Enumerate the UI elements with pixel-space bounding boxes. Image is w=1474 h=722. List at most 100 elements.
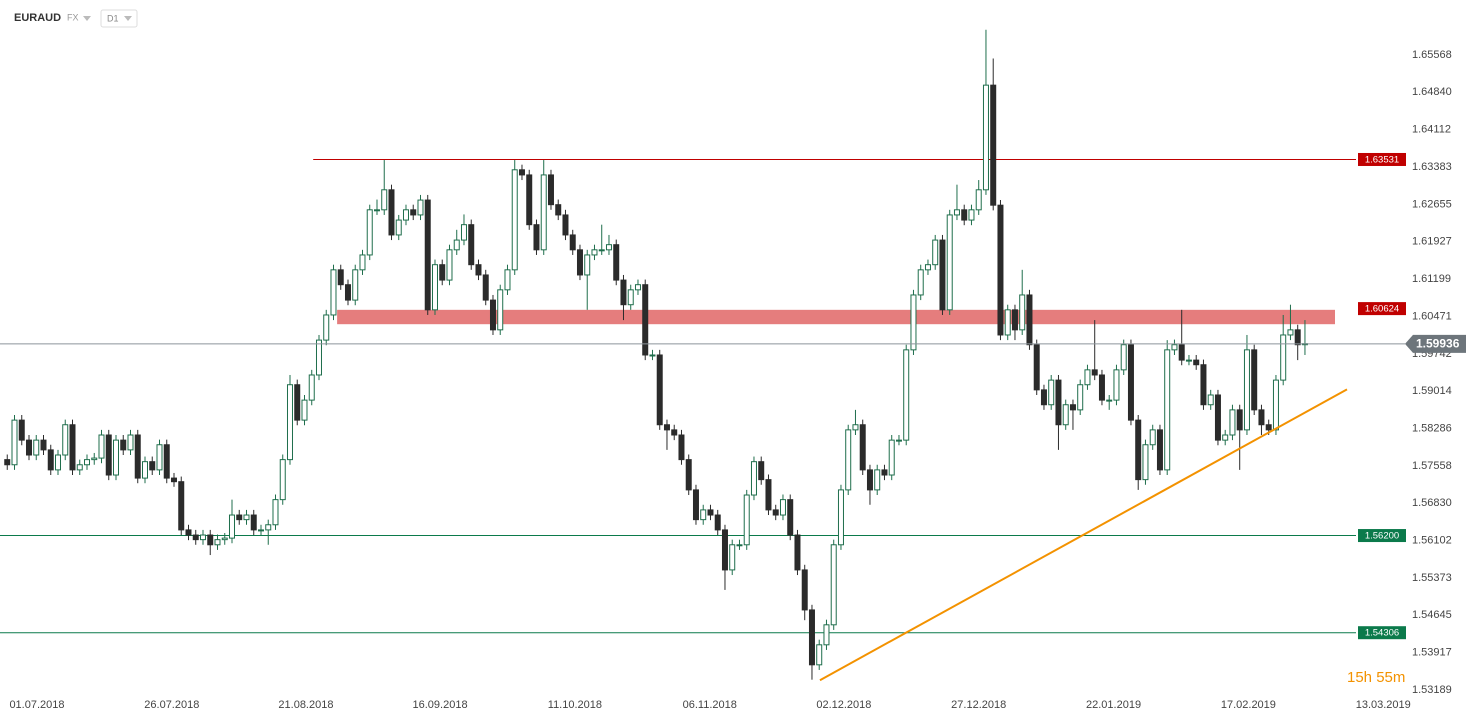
candle-body — [482, 274, 489, 301]
resistance-zone — [337, 309, 1335, 325]
candle-body — [917, 269, 924, 296]
candle-body — [1033, 344, 1040, 391]
candle-body — [707, 509, 714, 516]
y-tick-label: 1.60471 — [1412, 310, 1452, 322]
candle-body — [243, 514, 250, 521]
candle-body — [663, 424, 670, 431]
candle-body — [1062, 404, 1069, 426]
candle-body — [547, 174, 554, 206]
candle-body — [1164, 349, 1171, 471]
candle-body — [895, 439, 902, 442]
candle-body — [257, 529, 264, 532]
candle-body — [729, 544, 736, 571]
candle-body — [424, 199, 431, 311]
candle-body — [888, 439, 895, 476]
candle-body — [366, 209, 373, 256]
candle-body — [185, 529, 192, 536]
candle-body — [402, 209, 409, 221]
candle-body — [228, 514, 235, 539]
candle-body — [598, 249, 605, 252]
level-label: 1.63531 — [1365, 154, 1399, 165]
candle-body — [1055, 379, 1062, 426]
candle-body — [163, 444, 170, 479]
candle-body — [214, 539, 221, 546]
candle-body — [837, 489, 844, 546]
candle-body — [40, 439, 47, 451]
countdown: 15h 55m — [1347, 669, 1405, 686]
candle-body — [1222, 434, 1229, 441]
candle-body — [98, 434, 105, 459]
candle-body — [265, 524, 272, 531]
candle-body — [286, 384, 293, 461]
market-caret[interactable] — [83, 16, 91, 21]
candle-body — [373, 209, 380, 212]
candle-body — [932, 239, 939, 266]
x-tick-label: 01.07.2018 — [9, 699, 64, 711]
candle-body — [54, 454, 61, 471]
x-tick-label: 02.12.2018 — [816, 699, 871, 711]
level-label-box — [1358, 529, 1406, 543]
x-tick-label: 13.03.2019 — [1356, 699, 1411, 711]
candle-body — [845, 429, 852, 491]
candle-body — [990, 84, 997, 206]
candle-body — [1193, 359, 1200, 366]
candle-body — [207, 534, 214, 546]
candle-body — [446, 249, 453, 281]
candle-body — [272, 499, 279, 526]
candle-body — [1214, 394, 1221, 441]
candle-body — [569, 234, 576, 251]
candle-body — [1294, 329, 1301, 346]
y-tick-label: 1.56830 — [1412, 497, 1452, 509]
y-tick-label: 1.61199 — [1412, 273, 1451, 285]
y-tick-label: 1.63383 — [1412, 161, 1452, 173]
y-tick-label: 1.64112 — [1412, 124, 1451, 136]
candle-body — [127, 434, 134, 451]
candle-body — [1229, 409, 1236, 436]
candle-body — [758, 461, 765, 481]
candle-body — [613, 244, 620, 281]
candle-body — [540, 174, 547, 251]
timeframe-box[interactable] — [100, 9, 138, 28]
candle-body — [417, 199, 424, 216]
x-tick-label: 22.01.2019 — [1086, 699, 1141, 711]
candle-body — [975, 189, 982, 211]
candle-body — [178, 481, 185, 531]
candle-body — [591, 249, 598, 256]
y-tick-label: 1.54645 — [1412, 609, 1452, 621]
candle-body — [671, 429, 678, 436]
candle-body — [431, 264, 438, 311]
candle-body — [881, 469, 888, 476]
x-tick-label: 17.02.2019 — [1221, 699, 1276, 711]
candle-body — [91, 457, 98, 461]
candle-body — [1156, 429, 1163, 471]
candle-body — [11, 419, 18, 466]
candle-body — [765, 479, 772, 511]
candle-body — [83, 459, 90, 466]
candle-body — [1149, 429, 1156, 446]
candle-body — [1200, 364, 1207, 406]
candle-body — [678, 434, 685, 461]
timeframe[interactable]: D1 — [107, 13, 119, 23]
candle-body — [1120, 344, 1127, 371]
candle-body — [830, 544, 837, 626]
candle-body — [395, 219, 402, 236]
y-tick-label: 1.57558 — [1412, 460, 1452, 472]
market[interactable]: FX — [67, 12, 79, 22]
y-tick-label: 1.59014 — [1412, 385, 1452, 397]
candle-body — [714, 514, 721, 531]
x-tick-label: 16.09.2018 — [413, 699, 468, 711]
candle-body — [801, 569, 808, 611]
timeframe-caret[interactable] — [124, 16, 132, 21]
candle-body — [308, 374, 315, 401]
candle-body — [939, 239, 946, 311]
candle-body — [410, 209, 417, 216]
candle-body — [953, 209, 960, 216]
candle-body — [1069, 404, 1076, 411]
candle-body — [1287, 329, 1294, 336]
candle-body — [337, 269, 344, 286]
y-tick-label: 1.53917 — [1412, 647, 1452, 659]
candle-body — [294, 384, 301, 421]
y-tick-label: 1.53189 — [1412, 684, 1452, 696]
y-tick-label: 1.64840 — [1412, 86, 1452, 98]
candle-body — [772, 509, 779, 516]
